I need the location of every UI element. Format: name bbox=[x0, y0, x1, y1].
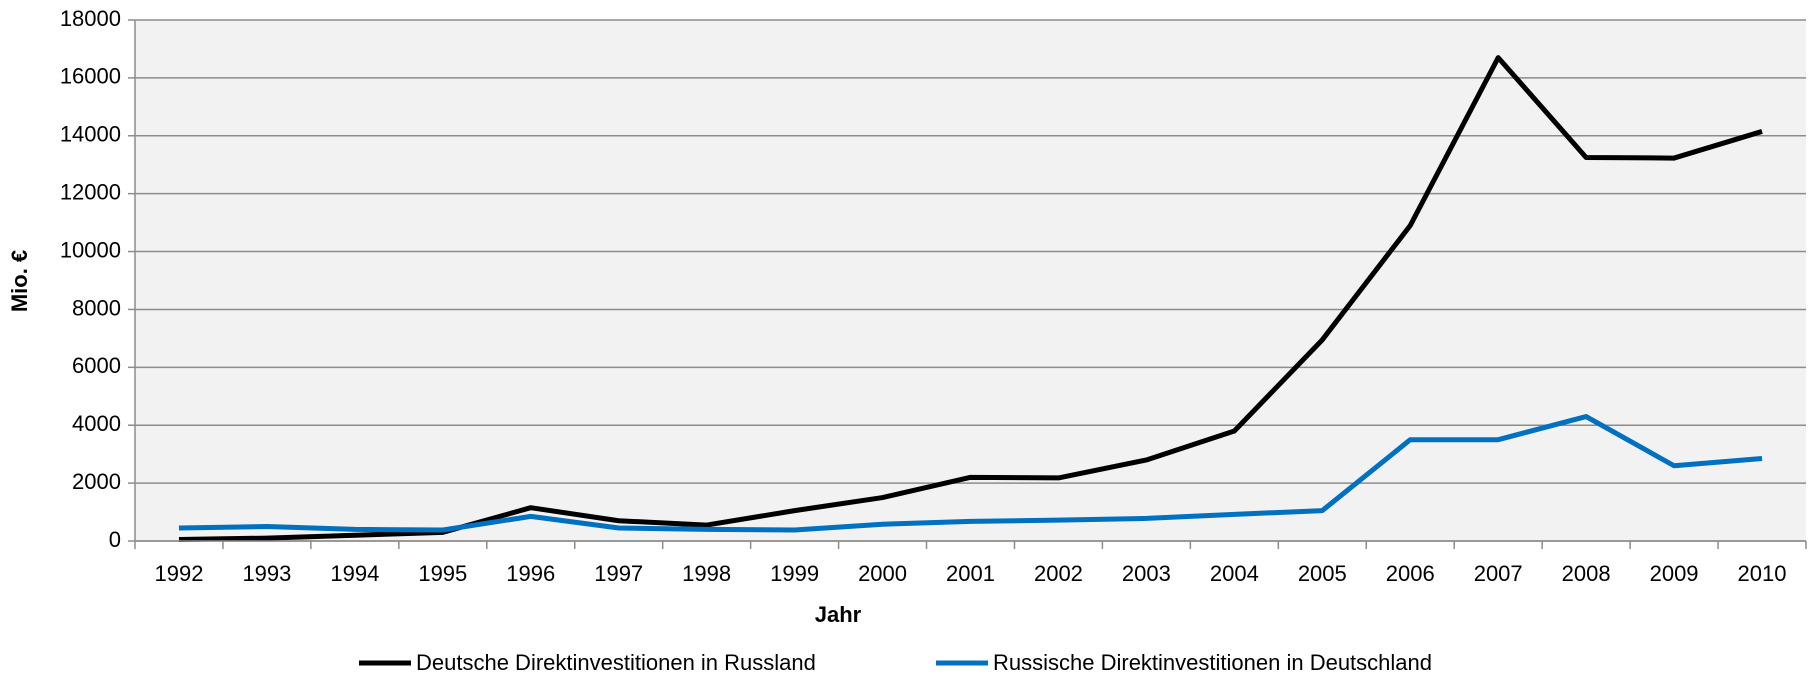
y-tick-label: 16000 bbox=[60, 64, 121, 89]
data-line bbox=[178, 414, 1763, 533]
x-tick-label: 1992 bbox=[154, 561, 203, 586]
y-tick-label: 18000 bbox=[60, 6, 121, 31]
x-tick-label: 2004 bbox=[1210, 561, 1259, 586]
legend-label: Russische Direktinvestitionen in Deutsch… bbox=[993, 650, 1432, 675]
y-tick-label: 10000 bbox=[60, 237, 121, 262]
x-tick-label: 2001 bbox=[946, 561, 995, 586]
x-axis-label: Jahr bbox=[815, 602, 862, 627]
y-tick-label: 8000 bbox=[72, 295, 121, 320]
x-tick-label: 2006 bbox=[1386, 561, 1435, 586]
x-tick-label: 1999 bbox=[770, 561, 819, 586]
y-tick-label: 4000 bbox=[72, 411, 121, 436]
y-tick-label: 14000 bbox=[60, 122, 121, 147]
x-tick-label: 1997 bbox=[594, 561, 643, 586]
x-tick-label: 2009 bbox=[1650, 561, 1699, 586]
y-axis-label: Mio. € bbox=[7, 250, 32, 312]
x-tick-label: 2010 bbox=[1738, 561, 1787, 586]
x-tick-label: 1993 bbox=[242, 561, 291, 586]
y-tick-label: 12000 bbox=[60, 179, 121, 204]
x-tick-label: 1994 bbox=[330, 561, 379, 586]
x-tick-label: 1995 bbox=[418, 561, 467, 586]
y-tick-label: 0 bbox=[109, 527, 121, 552]
x-tick-label: 1998 bbox=[682, 561, 731, 586]
x-tick-label: 2003 bbox=[1122, 561, 1171, 586]
y-tick-label: 6000 bbox=[72, 353, 121, 378]
x-tick-label: 2000 bbox=[858, 561, 907, 586]
legend-label: Deutsche Direktinvestitionen in Russland bbox=[416, 650, 816, 675]
y-tick-label: 2000 bbox=[72, 469, 121, 494]
x-tick-label: 2007 bbox=[1474, 561, 1523, 586]
x-tick-label: 2002 bbox=[1034, 561, 1083, 586]
x-tick-label: 1996 bbox=[506, 561, 555, 586]
x-tick-label: 2005 bbox=[1298, 561, 1347, 586]
plot-area bbox=[135, 20, 1806, 541]
x-tick-label: 2008 bbox=[1562, 561, 1611, 586]
